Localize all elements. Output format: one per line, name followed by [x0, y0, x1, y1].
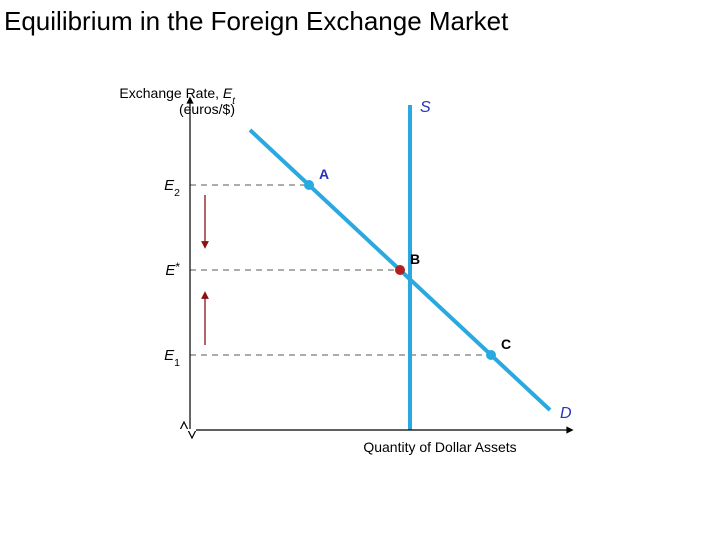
- point-C: [486, 350, 496, 360]
- page-title: Equilibrium in the Foreign Exchange Mark…: [4, 6, 508, 37]
- ytick-Estar: E*: [165, 260, 180, 279]
- ytick-E1: E1: [164, 347, 180, 369]
- x-axis-title: Quantity of Dollar Assets: [363, 439, 516, 455]
- fx-equilibrium-chart: E2 E* E1 S D A B C Exchange Rate, Et(euros/$) Qua…: [120, 70, 620, 500]
- point-label-A: A: [319, 166, 329, 182]
- supply-label: S: [420, 99, 431, 116]
- point-B: [395, 265, 405, 275]
- point-label-C: C: [501, 336, 511, 352]
- point-label-B: B: [410, 251, 420, 267]
- demand-label: D: [560, 405, 572, 422]
- ytick-E2: E2: [164, 177, 180, 199]
- point-A: [304, 180, 314, 190]
- y-axis-title: Exchange Rate, Et(euros/$): [120, 85, 236, 117]
